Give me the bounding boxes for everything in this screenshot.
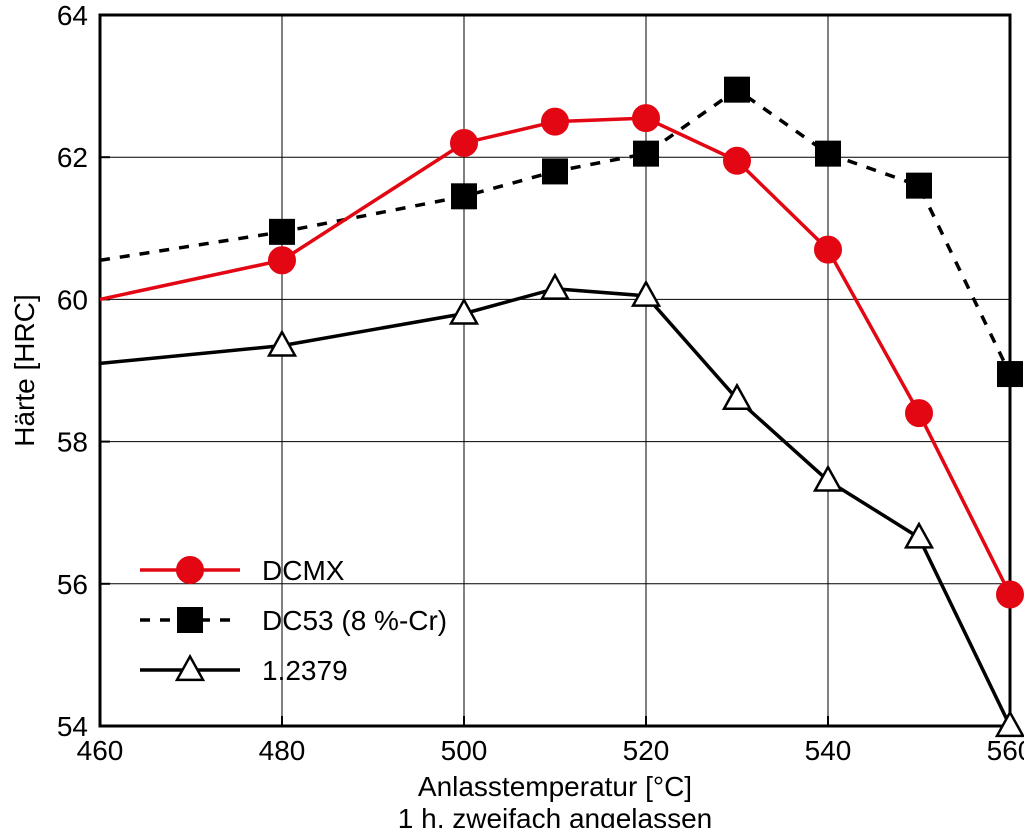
x-tick-label: 480 <box>259 735 306 766</box>
dc53-marker <box>270 220 294 244</box>
legend-label: 1.2379 <box>262 655 348 686</box>
y-tick-label: 62 <box>57 142 88 173</box>
dcmx-marker <box>269 247 295 273</box>
x-axis-label: Anlasstemperatur [°C] <box>418 771 692 802</box>
hardness-tempering-chart: 460480500520540560545658606264Härte [HRC… <box>0 0 1024 828</box>
x-axis-sublabel: 1 h, zweifach angelassen <box>398 803 712 828</box>
y-tick-label: 58 <box>57 427 88 458</box>
dcmx-marker <box>177 557 203 583</box>
y-tick-label: 60 <box>57 284 88 315</box>
chart-bg <box>0 0 1024 828</box>
dc53-marker <box>178 608 202 632</box>
dc53-marker <box>907 174 931 198</box>
dc53-marker <box>725 78 749 102</box>
x-tick-label: 540 <box>805 735 852 766</box>
y-tick-label: 64 <box>57 0 88 31</box>
legend-label: DCMX <box>262 555 345 586</box>
legend-item-dc53: DC53 (8 %-Cr) <box>140 605 447 636</box>
x-tick-label: 500 <box>441 735 488 766</box>
dcmx-marker <box>906 400 932 426</box>
y-axis-label: Härte [HRC] <box>9 294 40 446</box>
x-tick-label: 560 <box>987 735 1024 766</box>
dcmx-marker <box>997 581 1023 607</box>
y-tick-label: 56 <box>57 569 88 600</box>
y-tick-label: 54 <box>57 711 88 742</box>
dc53-marker <box>998 362 1022 386</box>
dcmx-marker <box>542 109 568 135</box>
dc53-marker <box>452 184 476 208</box>
dc53-marker <box>634 142 658 166</box>
x-tick-label: 520 <box>623 735 670 766</box>
dcmx-marker <box>633 105 659 131</box>
dcmx-marker <box>815 237 841 263</box>
dcmx-marker <box>451 130 477 156</box>
dcmx-marker <box>724 148 750 174</box>
legend-label: DC53 (8 %-Cr) <box>262 605 447 636</box>
dc53-marker <box>543 159 567 183</box>
dc53-marker <box>816 142 840 166</box>
